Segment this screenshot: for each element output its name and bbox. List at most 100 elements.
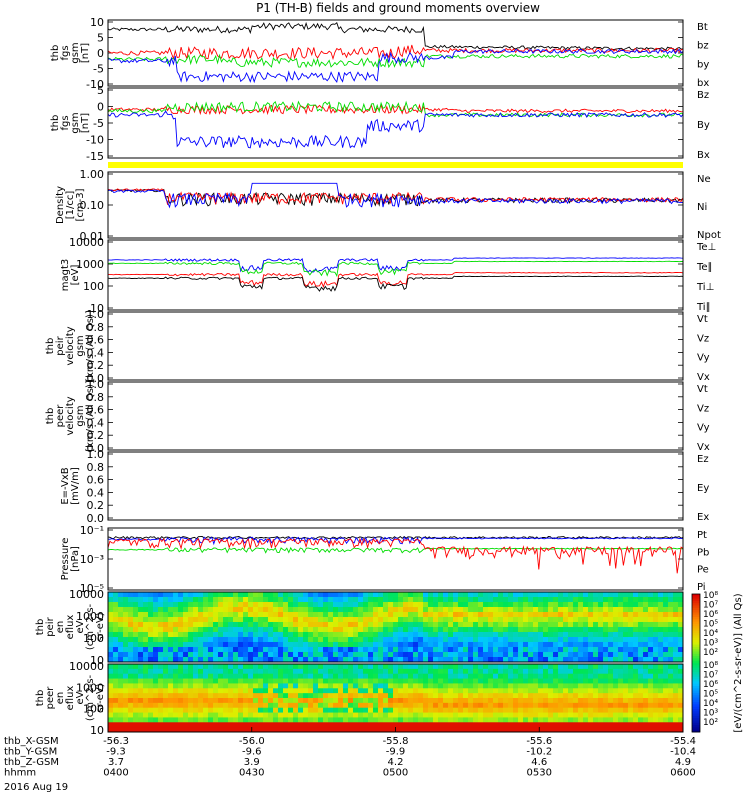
spectrogram-cell <box>138 727 144 733</box>
spectrogram-cell <box>288 647 294 653</box>
spectrogram-cell <box>573 597 579 603</box>
spectrogram-cell <box>473 632 479 638</box>
spectrogram-cell <box>303 642 309 648</box>
spectrogram-cell <box>583 683 589 689</box>
legend-te: Te⊥ <box>696 242 716 253</box>
spectrogram-cell <box>438 592 444 598</box>
ytick-label: -5 <box>93 63 104 76</box>
spectrogram-cell <box>618 607 624 613</box>
colorbar-cell <box>692 649 700 652</box>
spectrogram-cell <box>433 678 439 684</box>
spectrogram-cell <box>528 717 534 723</box>
spectrogram-cell <box>583 637 589 643</box>
ytick-label: 10 <box>90 16 104 29</box>
spectrogram-cell <box>463 702 469 709</box>
spectrogram-cell <box>333 678 339 684</box>
spectrogram-cell <box>543 722 549 728</box>
spectrogram-cell <box>513 722 519 728</box>
spectrogram-cell <box>313 673 319 679</box>
spectrogram-cell <box>318 652 324 658</box>
spectrogram-cell <box>583 607 589 613</box>
spectrogram-cell <box>553 673 559 679</box>
spectrogram-cell <box>423 722 429 728</box>
spectrogram-cell <box>298 722 304 728</box>
spectrogram-cell <box>238 712 244 718</box>
spectrogram-cell <box>273 592 279 598</box>
spectrogram-cell <box>328 602 334 608</box>
spectrogram-cell <box>343 707 349 713</box>
spectrogram-cell <box>458 607 464 613</box>
spectrogram-cell <box>538 622 544 628</box>
spectrogram-cell <box>648 722 654 728</box>
spectrogram-cell <box>403 642 409 648</box>
spectrogram-cell <box>163 632 169 638</box>
spectrogram-cell <box>518 707 524 713</box>
spectrogram-cell <box>328 597 334 603</box>
spectrogram-cell <box>653 678 659 684</box>
spectrogram-cell <box>493 698 499 704</box>
spectrogram-cell <box>383 707 389 713</box>
panel-frame <box>107 311 684 381</box>
spectrogram-cell <box>128 668 134 675</box>
spectrogram-cell <box>288 632 294 638</box>
spectrogram-cell <box>488 678 494 684</box>
spectrogram-cell <box>183 637 189 643</box>
spectrogram-cell <box>488 664 494 670</box>
spectrogram-cell <box>478 637 484 643</box>
spectrogram-cell <box>188 683 194 689</box>
spectrogram-cell <box>138 622 144 628</box>
legend-ne: Ne <box>697 174 711 185</box>
spectrogram-cell <box>563 602 569 608</box>
spectrogram-cell <box>368 612 374 618</box>
spectrogram-cell <box>223 627 229 633</box>
ytick-label: 0.0 <box>87 372 105 385</box>
spectrogram-cell <box>133 592 139 598</box>
spectrogram-cell <box>553 702 559 709</box>
spectrogram-cell <box>343 652 349 658</box>
spectrogram-cell <box>673 607 679 613</box>
spectrogram-cell <box>528 612 534 618</box>
spectrogram-cell <box>248 612 254 618</box>
spectrogram-cell <box>458 592 464 598</box>
spectrogram-cell <box>548 717 554 723</box>
spectrogram-cell <box>628 602 634 608</box>
spectrogram-cell <box>553 657 559 663</box>
spectrogram-cell <box>363 717 369 723</box>
spectrogram-cell <box>628 597 634 603</box>
spectrogram-cell <box>443 642 449 648</box>
spectrogram-cell <box>443 727 449 733</box>
spectrogram-cell <box>288 698 294 704</box>
legend-bz: bz <box>697 41 709 52</box>
spectrogram-cell <box>398 668 404 675</box>
spectrogram-cell <box>138 607 144 613</box>
ytick-label: 1.00 <box>80 168 105 181</box>
spectrogram-cell <box>313 702 319 709</box>
spectrogram-cell <box>288 683 294 689</box>
spectrogram-cell <box>563 707 569 713</box>
spectrogram-cell <box>303 612 309 618</box>
spectrogram-cell <box>303 632 309 638</box>
spectrogram-cell <box>513 693 519 699</box>
spectrogram-cell <box>508 637 514 643</box>
spectrogram-cell <box>118 707 124 713</box>
spectrogram-cell <box>158 683 164 689</box>
spectrogram-cell <box>528 707 534 713</box>
spectrogram-cell <box>203 602 209 608</box>
spectrogram-cell <box>578 693 584 699</box>
spectrogram-cell <box>603 612 609 618</box>
spectrogram-cell <box>243 592 249 598</box>
spectrogram-cell <box>123 627 129 633</box>
spectrogram-cell <box>108 632 114 638</box>
spectrogram-cell <box>223 664 229 670</box>
spectrogram-cell <box>638 607 644 613</box>
spectrogram-cell <box>108 683 114 689</box>
spectrogram-cell <box>193 707 199 713</box>
spectrogram-cell <box>313 712 319 718</box>
spectrogram-cell <box>468 617 474 623</box>
spectrogram-cell <box>458 597 464 603</box>
spectrogram-cell <box>548 727 554 733</box>
ylabel-line: eV <box>75 691 86 704</box>
spectrogram-cell <box>228 664 234 670</box>
spectrogram-cell <box>178 622 184 628</box>
spectrogram-cell <box>413 698 419 704</box>
